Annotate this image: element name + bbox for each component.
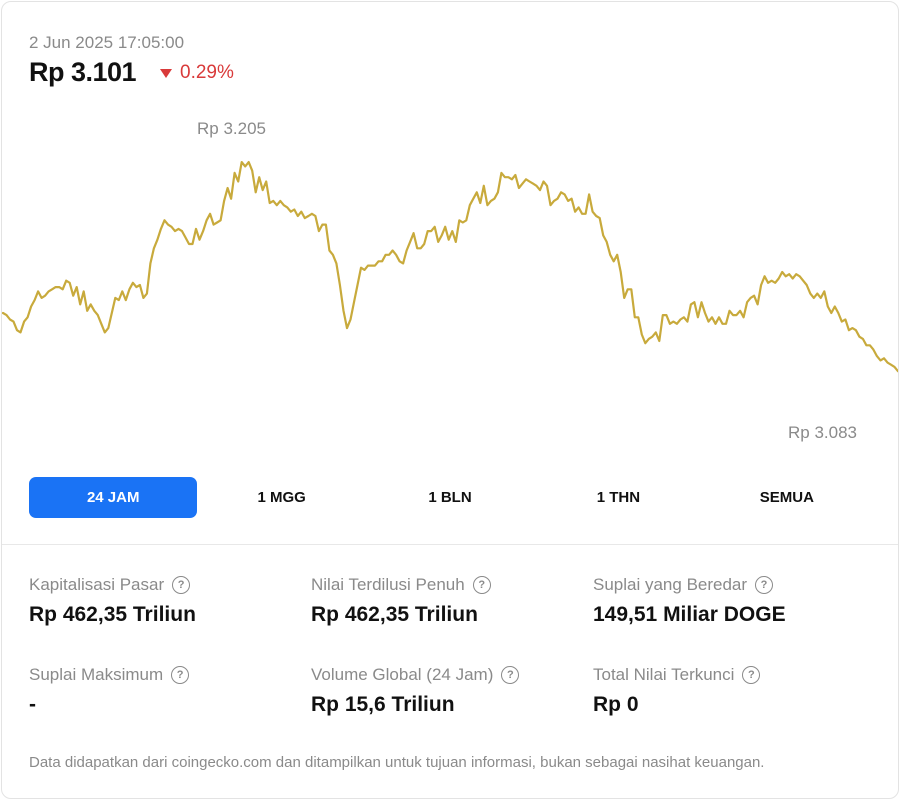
question-circle-icon[interactable]: ? [742, 666, 761, 684]
chart-low-label: Rp 3.083 [788, 423, 857, 442]
stat-value: Rp 462,35 Triliun [29, 603, 196, 626]
down-triangle-icon [160, 68, 172, 78]
stat-label: Total Nilai Terkunci? [593, 665, 863, 685]
tab-24-jam[interactable]: 24 JAM [29, 477, 198, 518]
stat-max-supply: Suplai Maksimum? - [29, 665, 299, 717]
stat-value: Rp 462,35 Triliun [311, 603, 478, 626]
stat-label-text: Volume Global (24 Jam) [311, 665, 494, 684]
timeframe-tabs: 24 JAM 1 MGG 1 BLN 1 THN SEMUA [29, 477, 871, 518]
tab-1-bln[interactable]: 1 BLN [428, 489, 472, 506]
question-circle-icon[interactable]: ? [172, 576, 191, 594]
stat-label: Nilai Terdilusi Penuh? [311, 575, 581, 595]
stat-circulating-supply: Suplai yang Beredar? 149,51 Miliar DOGE [593, 575, 863, 627]
stat-label-text: Nilai Terdilusi Penuh [311, 575, 465, 594]
stat-label: Suplai Maksimum? [29, 665, 299, 685]
disclaimer-footer: Data didapatkan dari coingecko.com dan d… [29, 754, 765, 771]
stat-value: Rp 0 [593, 693, 639, 716]
tab-1-mgg[interactable]: 1 MGG [257, 489, 306, 506]
stat-label: Kapitalisasi Pasar? [29, 575, 299, 595]
question-circle-icon[interactable]: ? [171, 666, 190, 684]
stat-label-text: Kapitalisasi Pasar [29, 575, 165, 594]
price-line-chart [2, 161, 898, 373]
stat-market-cap: Kapitalisasi Pasar? Rp 462,35 Triliun [29, 575, 299, 627]
stat-value: Rp 15,6 Triliun [311, 693, 455, 716]
stat-fully-diluted: Nilai Terdilusi Penuh? Rp 462,35 Triliun [311, 575, 581, 627]
price-change-value: 0.29% [180, 62, 234, 83]
stat-value: - [29, 693, 36, 716]
stat-global-volume: Volume Global (24 Jam)? Rp 15,6 Triliun [311, 665, 581, 717]
stat-label: Suplai yang Beredar? [593, 575, 863, 595]
tab-1-thn[interactable]: 1 THN [596, 489, 641, 506]
stat-label: Volume Global (24 Jam)? [311, 665, 581, 685]
stat-total-value-locked: Total Nilai Terkunci? Rp 0 [593, 665, 863, 717]
question-circle-icon[interactable]: ? [472, 576, 491, 594]
question-circle-icon[interactable]: ? [755, 576, 774, 594]
stat-label-text: Suplai yang Beredar [593, 575, 748, 594]
question-circle-icon[interactable]: ? [501, 666, 520, 684]
stat-label-text: Total Nilai Terkunci [593, 665, 735, 684]
timestamp: 2 Jun 2025 17:05:00 [29, 33, 185, 52]
stat-label-text: Suplai Maksimum [29, 665, 164, 684]
stat-value: 149,51 Miliar DOGE [593, 603, 786, 626]
current-price: Rp 3.101 [29, 57, 137, 87]
chart-high-label: Rp 3.205 [197, 119, 266, 138]
price-change: 0.29% [160, 62, 234, 84]
price-series-line [2, 161, 898, 373]
section-divider [2, 544, 898, 545]
tab-semua[interactable]: SEMUA [759, 489, 814, 506]
